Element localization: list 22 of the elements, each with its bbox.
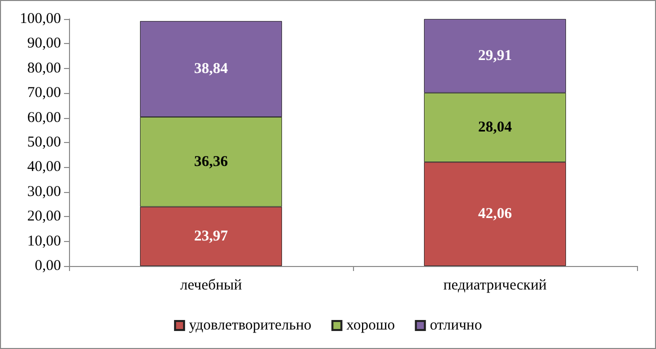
data-label: 23,97: [194, 228, 228, 244]
data-label: 28,04: [478, 119, 512, 136]
y-tick-label: 90,00: [27, 36, 61, 52]
data-label: 36,36: [194, 154, 228, 170]
legend-label: удовлетворительно: [189, 318, 312, 334]
y-tick-label: 40,00: [27, 159, 61, 176]
y-tick-label: 20,00: [27, 208, 61, 225]
y-tick-label: 100,00: [20, 11, 61, 27]
y-tick-label: 80,00: [27, 60, 61, 76]
legend-label: хорошо: [346, 318, 395, 334]
legend-label: отлично: [430, 318, 482, 334]
y-tick-label: 10,00: [27, 233, 61, 250]
data-label: 38,84: [194, 61, 228, 78]
y-tick-label: 30,00: [27, 184, 61, 200]
data-label: 42,06: [478, 206, 512, 222]
x-tick-label: педиатрический: [443, 278, 547, 294]
y-tick-label: 70,00: [27, 85, 61, 102]
x-tick-label: лечебный: [180, 278, 242, 294]
data-label: 29,91: [478, 48, 512, 64]
y-tick-label: 0,00: [34, 258, 61, 274]
y-tick-label: 60,00: [27, 110, 61, 126]
y-tick-label: 50,00: [27, 134, 61, 150]
